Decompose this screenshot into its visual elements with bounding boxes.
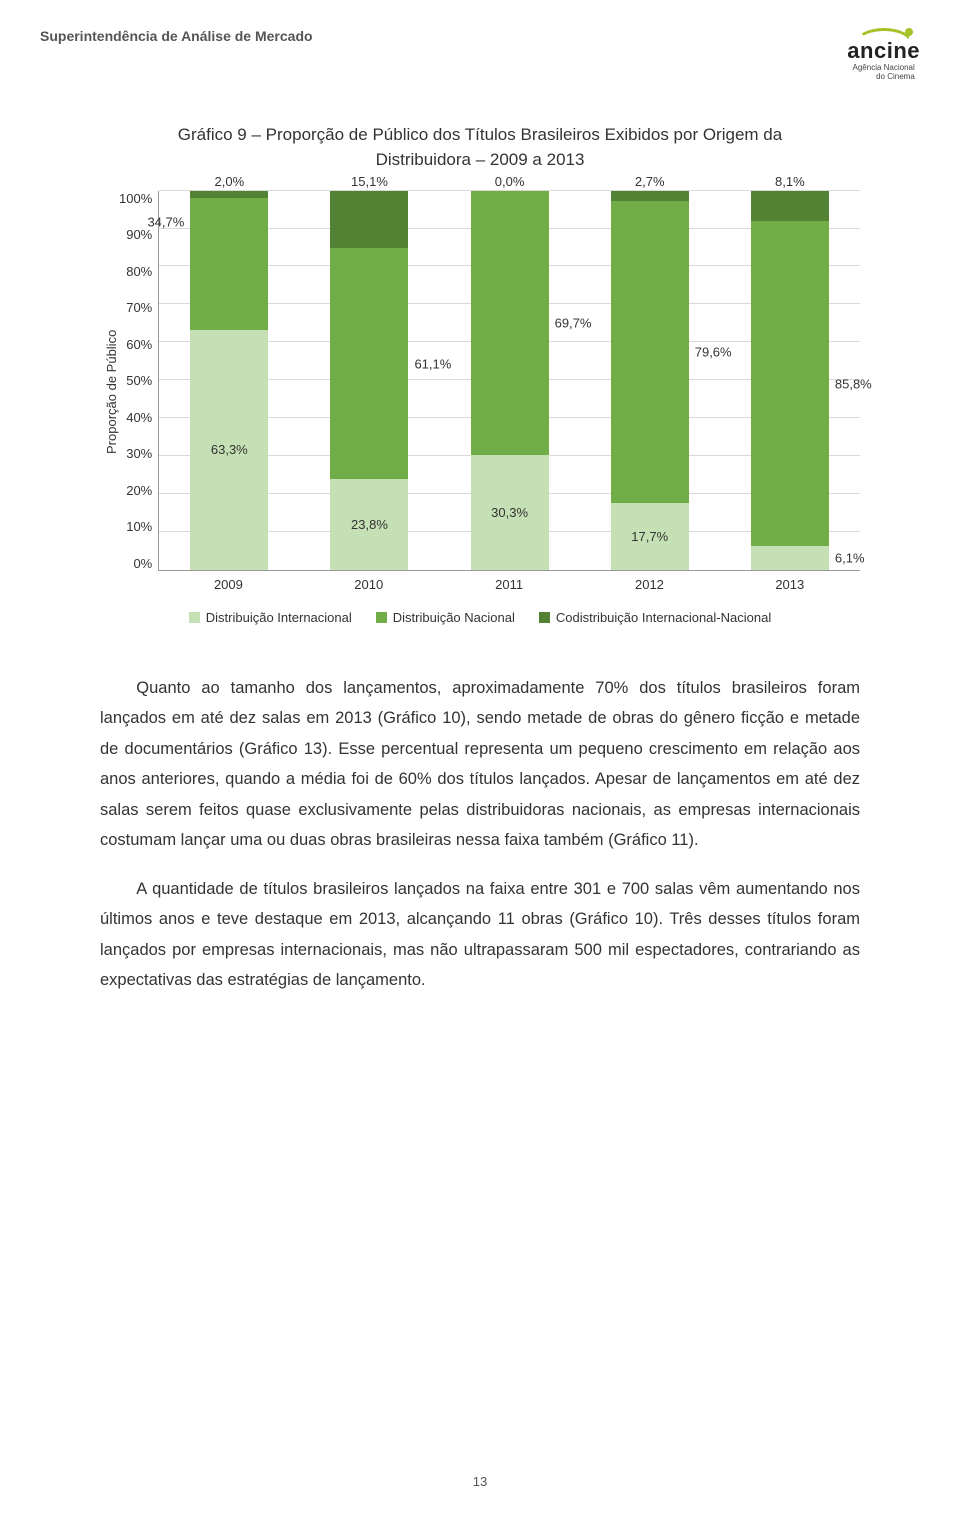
chart-title: Gráfico 9 – Proporção de Público dos Tít… xyxy=(100,122,860,173)
y-tick: 60% xyxy=(126,337,152,352)
x-tick: 2011 xyxy=(470,577,548,592)
bar-2010: 23,8% 61,1%15,1% xyxy=(330,191,408,570)
y-tick: 10% xyxy=(126,519,152,534)
x-tick: 2010 xyxy=(330,577,408,592)
y-tick: 30% xyxy=(126,446,152,461)
segment-distribui-o-nacional: 85,8% xyxy=(751,221,829,546)
segment-label: 63,3% xyxy=(211,442,248,457)
segment-label: 34,7% xyxy=(147,214,184,229)
segment-distribui-o-internacional: 30,3% xyxy=(471,455,549,570)
chart-plot-area: 63,3%34,7%2,0%23,8%61,1%15,1%30,3%69,7%0… xyxy=(158,191,860,571)
x-tick: 2012 xyxy=(610,577,688,592)
segment-distribui-o-nacional: 61,1% xyxy=(330,248,408,480)
y-tick: 80% xyxy=(126,264,152,279)
bar-2012: 17,7% 79,6%2,7% xyxy=(611,191,689,570)
segment-label: 2,7% xyxy=(635,174,665,189)
segment-label: 30,3% xyxy=(491,505,528,520)
segment-label: 0,0% xyxy=(495,174,525,189)
legend-label: Codistribuição Internacional-Nacional xyxy=(556,610,771,625)
y-tick: 40% xyxy=(126,410,152,425)
y-axis-label: Proporção de Público xyxy=(100,191,119,592)
segment-codistribui-o-internacional-nacional: 15,1% xyxy=(330,191,408,248)
segment-codistribui-o-internacional-nacional: 8,1% xyxy=(751,191,829,222)
legend-swatch xyxy=(189,612,200,623)
segment-distribui-o-nacional: 34,7% xyxy=(190,198,268,330)
segment-label: 15,1% xyxy=(351,174,388,189)
segment-codistribui-o-internacional-nacional: 2,7% xyxy=(611,191,689,201)
segment-label: 61,1% xyxy=(414,356,451,371)
legend-swatch xyxy=(539,612,550,623)
segment-distribui-o-internacional: 17,7% xyxy=(611,503,689,570)
page-number: 13 xyxy=(0,1474,960,1489)
ancine-logo: ancine Agência Nacional do Cinema xyxy=(847,28,920,82)
segment-label: 79,6% xyxy=(695,344,732,359)
y-axis-ticks: 100% 90% 80% 70% 60% 50% 40% 30% 20% 10% 0% xyxy=(119,191,158,571)
segment-label: 6,1% xyxy=(835,551,865,566)
y-tick: 90% xyxy=(126,227,152,242)
org-name: Superintendência de Análise de Mercado xyxy=(40,28,313,44)
segment-codistribui-o-internacional-nacional: 2,0% xyxy=(190,191,268,199)
segment-distribui-o-internacional: 6,1% xyxy=(751,546,829,569)
legend-item: Distribuição Nacional xyxy=(376,610,515,625)
segment-label: 17,7% xyxy=(631,529,668,544)
segment-label: 2,0% xyxy=(214,174,244,189)
segment-distribui-o-internacional: 63,3% xyxy=(190,330,268,570)
segment-label: 85,8% xyxy=(835,376,872,391)
logo-name: ancine xyxy=(847,40,920,62)
body-text: Quanto ao tamanho dos lançamentos, aprox… xyxy=(100,673,860,996)
bar-2013: 6,1%85,8%8,1% xyxy=(751,191,829,570)
y-tick: 20% xyxy=(126,483,152,498)
chart-legend: Distribuição Internacional Distribuição N… xyxy=(100,610,860,625)
segment-label: 23,8% xyxy=(351,517,388,532)
bar-2011: 30,3%69,7%0,0% xyxy=(471,191,549,570)
paragraph-2: A quantidade de títulos brasileiros lanç… xyxy=(100,874,860,996)
legend-item: Distribuição Internacional xyxy=(189,610,352,625)
x-tick: 2009 xyxy=(189,577,267,592)
x-axis-ticks: 2009 2010 2011 2012 2013 xyxy=(158,577,860,592)
legend-item: Codistribuição Internacional-Nacional xyxy=(539,610,771,625)
paragraph-1: Quanto ao tamanho dos lançamentos, aprox… xyxy=(100,673,860,856)
y-tick: 100% xyxy=(119,191,152,206)
logo-arc-icon xyxy=(856,28,912,42)
segment-distribui-o-nacional: 69,7% xyxy=(471,191,549,455)
segment-distribui-o-internacional: 23,8% xyxy=(330,479,408,569)
logo-subtitle: Agência Nacional do Cinema xyxy=(853,64,915,82)
y-tick: 0% xyxy=(133,556,152,571)
segment-distribui-o-nacional: 79,6% xyxy=(611,201,689,503)
bar-2009: 63,3% 34,7%2,0% xyxy=(190,191,268,570)
legend-label: Distribuição Internacional xyxy=(206,610,352,625)
legend-swatch xyxy=(376,612,387,623)
segment-label: 69,7% xyxy=(555,315,592,330)
x-tick: 2013 xyxy=(751,577,829,592)
y-tick: 70% xyxy=(126,300,152,315)
y-tick: 50% xyxy=(126,373,152,388)
legend-label: Distribuição Nacional xyxy=(393,610,515,625)
segment-label: 8,1% xyxy=(775,174,805,189)
chart-container: Proporção de Público 100% 90% 80% 70% 60% 50%… xyxy=(100,191,860,592)
